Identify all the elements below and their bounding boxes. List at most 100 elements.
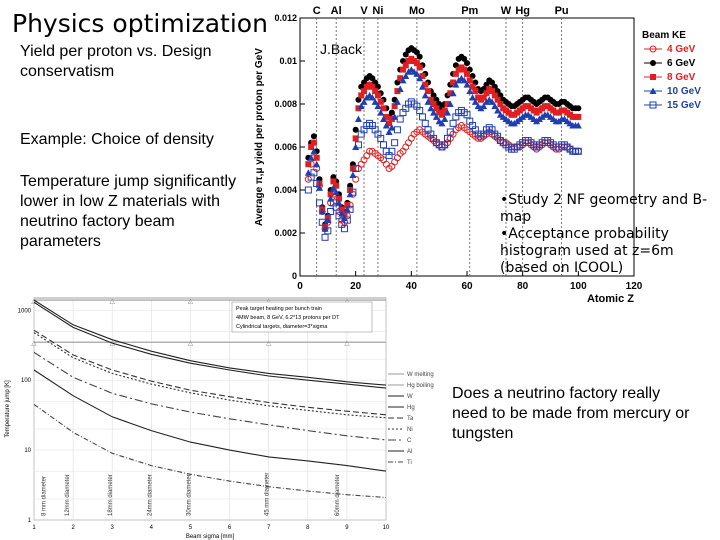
data-point [391,103,398,110]
data-point [321,233,329,241]
y-tick-label: 0.004 [274,185,297,195]
legend-label: 6 GeV [667,58,696,69]
data-point [341,210,348,217]
data-point [361,88,368,95]
data-point [382,122,390,129]
data-point [438,119,446,127]
data-point [446,128,454,136]
legend-label: Hg boiling [407,383,434,389]
y-tick-label: 0.008 [274,99,297,109]
data-point [368,94,376,101]
diameter-annotation: 12mm diameter [65,474,71,516]
data-point [354,115,362,123]
data-point [305,161,312,168]
data-point [452,81,460,88]
data-point [464,70,470,77]
data-point [433,105,440,112]
legend-label: Ni [407,427,413,433]
data-point [430,101,437,107]
data-point [346,205,354,213]
data-point [488,98,496,105]
data-point [343,216,351,224]
data-point [344,202,351,209]
study-note: •Study 2 NF geometry and B-map •Acceptan… [500,192,715,277]
data-point [393,126,401,134]
data-point [427,96,434,103]
data-point [421,91,429,99]
element-label: W [501,5,512,17]
data-point [380,115,387,123]
x-tick-label: 5 [189,525,193,531]
series-line [33,299,387,386]
data-point [315,199,323,207]
data-point [354,141,362,149]
data-point [313,160,321,168]
line-marker: △ [110,298,116,305]
data-point [444,109,452,116]
data-point [418,113,426,121]
data-point [310,133,317,140]
data-point [327,191,334,198]
line-marker: △ [344,340,350,347]
x-tick-label: 6 [228,525,232,531]
legend-marker [649,101,657,109]
data-point [402,62,409,69]
data-point [413,49,420,56]
y-tick-label: 100 [21,378,32,384]
data-point [371,98,379,105]
series-line [33,403,387,499]
data-point [388,109,395,116]
data-point [497,101,504,107]
data-point [327,208,335,215]
data-point [480,94,487,101]
data-point [489,88,496,95]
yield-chart: C Al V Ni Mo Pm W Hg Pu 0 20 40 60 80 100 120 0 0.002 0.00… [254,5,718,305]
data-point [461,66,468,73]
data-point [416,74,424,82]
data-point [374,92,381,99]
legend-marker [650,74,656,80]
data-point [385,128,393,135]
data-point [396,85,404,92]
line-marker: △ [344,298,350,305]
data-point [318,208,326,215]
x-tick-label: 1 [32,525,36,531]
data-point [419,73,426,80]
info-box-line: 4MW beam, 8 GeV, 6.2*13 protons per DT [236,315,340,321]
legend-label: C [407,438,412,444]
data-point [352,165,360,172]
line-marker: △ [31,340,37,347]
data-point [399,76,407,84]
data-point [377,109,385,116]
legend-label: 10 GeV [667,86,701,97]
data-point [402,51,409,58]
data-point [313,154,320,161]
data-point [416,64,423,71]
data-point [407,134,415,142]
question-text: Does a neutrino factory really need to b… [452,385,690,442]
element-label: Ni [372,5,383,17]
data-point [388,124,396,131]
diameter-annotation: 60mm diameter [335,474,341,516]
note-line: •Acceptance probability histogram used a… [500,226,674,276]
x-tick-label: 7 [267,525,271,531]
y-tick-label: 1000 [18,308,32,314]
element-label: C [313,5,321,17]
data-point [304,186,312,194]
data-point [405,139,413,147]
data-point [310,169,318,177]
x-tick-label: 40 [406,281,418,292]
data-point [374,102,382,110]
data-point [447,90,454,97]
data-point [377,98,384,105]
x-tick-label: 10 [383,525,390,531]
legend-marker [649,87,657,94]
data-point [307,154,315,161]
element-label: Mo [409,5,425,17]
data-point [324,216,332,224]
element-label: V [360,5,368,17]
data-point [402,72,410,80]
data-point [388,147,396,155]
note-line: •Study 2 NF geometry and B-map [500,192,708,225]
temperature-chart: △ △ △ △ △△ △ △ △ △ 8 mm diameter 12mm diameter 18m… [5,297,434,540]
